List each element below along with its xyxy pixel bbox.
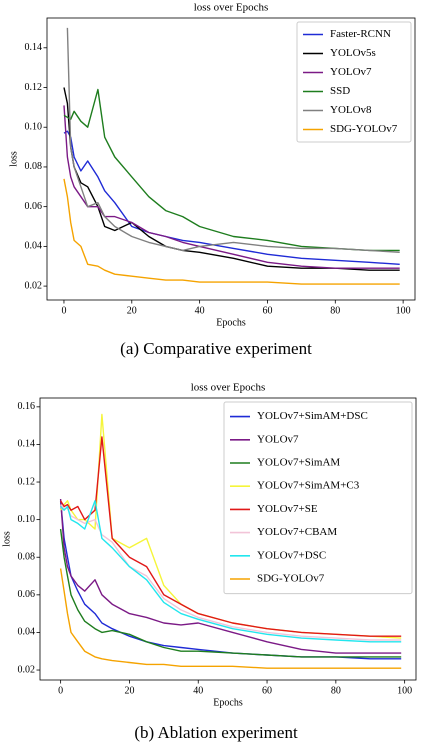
legend-label: Faster-RCNN <box>330 28 391 40</box>
x-tick-label: 80 <box>330 305 340 316</box>
legend-label: YOLOv8 <box>330 104 372 116</box>
legend-label: YOLOv7+SimAM <box>257 457 340 469</box>
x-tick-label: 0 <box>61 305 66 316</box>
chart-title: loss over Epochs <box>191 382 266 394</box>
x-tick-label: 20 <box>124 685 134 696</box>
x-tick-label: 100 <box>396 305 411 316</box>
y-tick-label: 0.06 <box>25 201 43 212</box>
series-line <box>60 436 402 637</box>
y-tick-label: 0.04 <box>18 627 36 638</box>
y-tick-label: 0.10 <box>25 122 43 133</box>
y-tick-label: 0.06 <box>18 589 36 600</box>
series-line <box>60 500 402 643</box>
legend-label: YOLOv5s <box>330 47 376 59</box>
legend-label: SDG-YOLOv7 <box>330 123 398 135</box>
x-tick-label: 20 <box>127 305 137 316</box>
y-tick-label: 0.08 <box>25 161 43 172</box>
plot-frame <box>39 397 417 681</box>
y-tick-label: 0.12 <box>25 82 43 93</box>
legend-box <box>223 401 413 595</box>
x-tick-label: 60 <box>262 305 272 316</box>
series-line <box>63 178 400 285</box>
y-tick-label: 0.08 <box>18 552 36 563</box>
caption: (a) Comparative experiment <box>120 339 312 358</box>
legend-label: YOLOv7+SimAM+DSC <box>257 410 368 422</box>
series-line <box>59 498 402 654</box>
plot-frame <box>46 17 416 301</box>
series-line <box>66 27 400 253</box>
caption: (b) Ablation experiment <box>134 723 298 742</box>
x-axis-label: Epochs <box>213 697 243 708</box>
chart-title: loss over Epochs <box>194 2 269 14</box>
legend-label: YOLOv7+CBAM <box>257 526 337 538</box>
legend-label: YOLOv7 <box>330 66 372 78</box>
y-tick-label: 0.12 <box>18 476 36 487</box>
legend-label: YOLOv7 <box>257 433 299 445</box>
y-axis-label: loss <box>1 531 12 547</box>
x-tick-label: 40 <box>193 685 203 696</box>
series-line <box>63 130 400 265</box>
x-tick-label: 80 <box>331 685 341 696</box>
legend-label: SDG-YOLOv7 <box>257 573 325 585</box>
y-tick-label: 0.04 <box>25 241 43 252</box>
legend-label: YOLOv7+SimAM+C3 <box>257 480 360 492</box>
series-line <box>63 88 400 252</box>
y-tick-label: 0.02 <box>18 664 36 675</box>
x-axis-label: Epochs <box>216 317 246 328</box>
y-tick-label: 0.10 <box>18 514 36 525</box>
legend-label: SSD <box>330 85 350 97</box>
series-line <box>63 105 400 269</box>
x-tick-label: 100 <box>397 685 412 696</box>
x-tick-label: 0 <box>58 685 63 696</box>
legend-label: YOLOv7+DSC <box>257 549 326 561</box>
series-line <box>59 528 402 658</box>
y-tick-label: 0.14 <box>25 42 43 53</box>
y-axis-label: loss <box>8 151 19 167</box>
y-tick-label: 0.16 <box>18 401 36 412</box>
legend-label: YOLOv7+SE <box>257 503 318 515</box>
series-line <box>59 568 402 669</box>
y-tick-label: 0.02 <box>25 280 43 291</box>
x-tick-label: 40 <box>195 305 205 316</box>
legend-box <box>296 21 412 143</box>
y-tick-label: 0.14 <box>18 439 36 450</box>
x-tick-label: 60 <box>262 685 272 696</box>
series-line <box>60 504 402 641</box>
